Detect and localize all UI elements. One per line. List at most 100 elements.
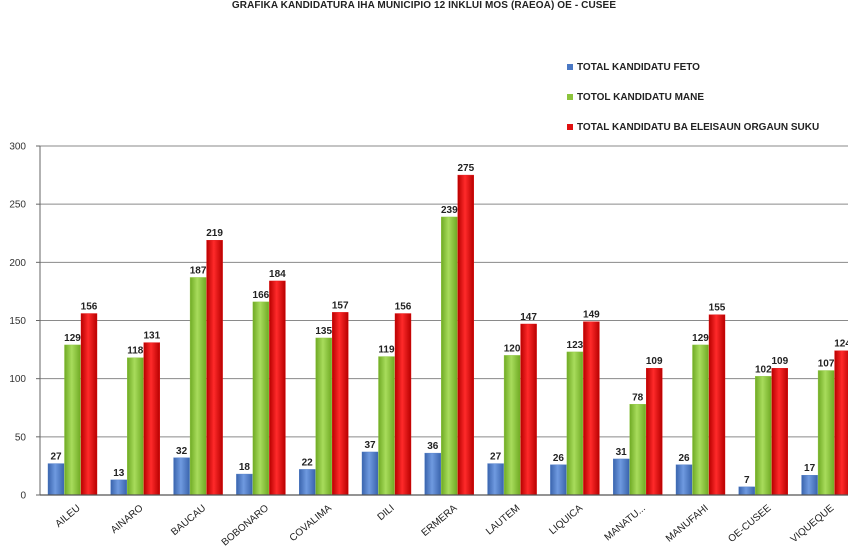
x-tick-label: BAUCAU	[169, 503, 208, 538]
x-tick-label: AINARO	[109, 503, 146, 536]
y-tick-label: 0	[20, 491, 26, 502]
bar	[110, 479, 128, 496]
x-tick-label: DILI	[376, 503, 397, 523]
bar	[252, 301, 270, 496]
data-label: 31	[616, 447, 628, 458]
bar	[675, 464, 693, 496]
bar	[550, 464, 567, 496]
data-label: 156	[395, 302, 412, 313]
data-label: 147	[520, 312, 537, 323]
data-label: 109	[771, 356, 788, 367]
legend-swatch	[567, 124, 573, 130]
data-label: 135	[315, 326, 332, 337]
y-tick-label: 150	[9, 316, 26, 327]
data-label: 156	[81, 302, 98, 313]
bar	[738, 486, 755, 496]
data-label: 275	[457, 163, 474, 174]
legend-label: TOTAL KANDIDATU BA ELEISAUN ORGAUN SUKU	[577, 122, 819, 133]
bar	[801, 475, 818, 496]
chart-title: GRAFIKA KANDIDATURA IHA MUNICIPIO 12 INK…	[231, 0, 617, 11]
bar	[708, 314, 726, 496]
data-label: 7	[744, 475, 750, 486]
x-tick-label: MANUFAHI	[664, 503, 711, 545]
x-axis: AILEU AINARO BAUCAU BOBONARO COVALIMA DILI ERM…	[40, 494, 848, 549]
bar	[189, 277, 207, 496]
x-tick-label: BOBONARO	[220, 503, 272, 549]
y-tick-label: 300	[9, 142, 26, 153]
legend-label: TOTAL KANDIDATU FETO	[577, 62, 700, 73]
data-label: 27	[490, 452, 502, 463]
bar	[613, 458, 630, 496]
data-label: 119	[378, 345, 395, 356]
bar	[332, 312, 349, 496]
bar	[206, 240, 223, 496]
legend: TOTAL KANDIDATU FETO TOTOL KANDIDATU MANE…	[567, 62, 819, 133]
y-tick-label: 50	[15, 432, 27, 443]
bar	[692, 344, 709, 496]
x-tick-label: LAUTEM	[484, 503, 522, 537]
x-tick-label: OE-CUSEE	[726, 503, 773, 545]
data-label: 13	[113, 468, 125, 479]
bar	[64, 344, 81, 496]
data-label: 36	[427, 441, 439, 452]
data-label: 155	[709, 303, 726, 314]
bar	[817, 370, 835, 496]
bar	[394, 313, 412, 496]
data-label: 129	[64, 333, 81, 344]
data-label: 157	[332, 300, 349, 311]
data-label: 131	[143, 331, 160, 342]
x-tick-label: MANATU...	[603, 503, 648, 543]
data-label: 26	[678, 453, 690, 464]
data-label: 17	[804, 463, 816, 474]
y-tick-label: 250	[9, 200, 26, 211]
data-label: 120	[504, 343, 521, 354]
data-label: 184	[269, 269, 286, 280]
data-label: 32	[176, 446, 188, 457]
bar	[315, 337, 332, 496]
data-label: 118	[127, 346, 144, 357]
bar	[771, 367, 788, 496]
bar	[755, 376, 772, 496]
data-label: 124	[834, 339, 848, 350]
data-label: 239	[441, 205, 458, 216]
data-label: 18	[239, 462, 251, 473]
bar	[299, 469, 316, 496]
data-label: 123	[567, 340, 584, 351]
bar	[487, 463, 504, 496]
data-label: 22	[302, 457, 314, 468]
bar	[80, 313, 98, 496]
data-label: 26	[553, 453, 565, 464]
bar	[520, 323, 537, 496]
y-axis: 0 50 100 150 200 250 300	[9, 142, 41, 502]
bar	[236, 473, 253, 496]
bar	[143, 342, 161, 496]
bar	[457, 174, 474, 496]
data-label: 219	[206, 228, 223, 239]
bar	[378, 356, 395, 496]
bar	[173, 457, 190, 496]
bar	[269, 280, 286, 496]
x-tick-label: LIQUICA	[547, 503, 585, 537]
legend-label: TOTOL KANDIDATU MANE	[577, 92, 704, 103]
data-label: 109	[646, 356, 663, 367]
bar	[583, 321, 600, 496]
data-label: 27	[50, 452, 62, 463]
x-tick-label: ERMERA	[420, 503, 460, 539]
bar	[629, 404, 646, 496]
bar	[441, 216, 458, 496]
bar	[834, 350, 848, 496]
data-label: 129	[692, 333, 709, 344]
bar	[503, 355, 521, 496]
data-label: 187	[190, 265, 207, 276]
data-label: 166	[253, 290, 270, 301]
bar	[646, 367, 663, 496]
bar	[424, 452, 441, 496]
bars	[47, 174, 848, 496]
y-tick-label: 100	[9, 374, 26, 385]
data-label: 78	[632, 392, 644, 403]
bar	[47, 463, 65, 496]
bar	[566, 351, 584, 496]
legend-swatch	[567, 64, 573, 70]
x-tick-label: COVALIMA	[288, 503, 334, 544]
